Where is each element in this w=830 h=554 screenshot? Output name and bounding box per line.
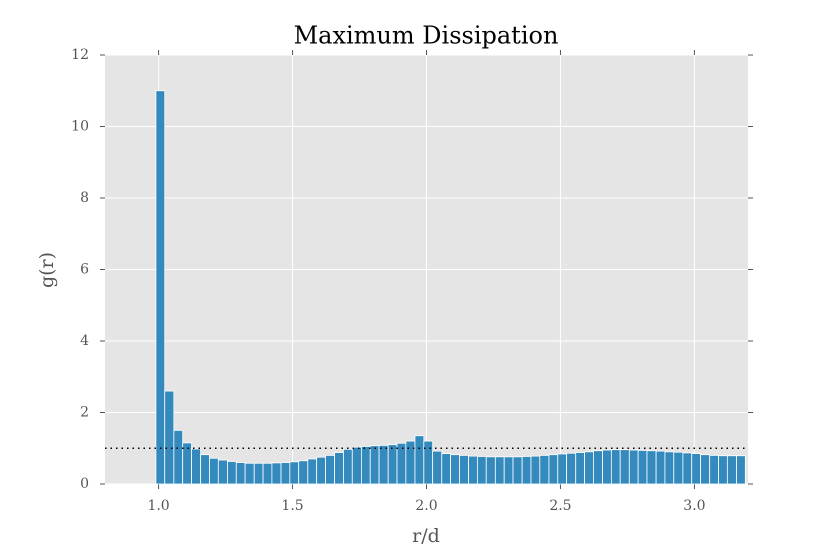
bar xyxy=(548,454,559,485)
bar xyxy=(217,459,228,485)
bar xyxy=(736,455,746,485)
bar xyxy=(468,455,478,485)
bar xyxy=(316,456,326,485)
bar xyxy=(155,90,166,485)
bar xyxy=(200,454,210,485)
bar xyxy=(628,449,639,485)
bar xyxy=(700,454,711,485)
bar xyxy=(726,455,737,485)
bar xyxy=(637,449,648,485)
y-tick-label: 8 xyxy=(80,190,89,206)
bar xyxy=(718,455,728,485)
bar xyxy=(227,461,237,485)
y-tick-label: 6 xyxy=(80,262,89,278)
bar xyxy=(530,455,541,485)
bar xyxy=(387,444,398,485)
bar xyxy=(182,442,192,485)
bar xyxy=(289,461,300,485)
y-tick-label: 4 xyxy=(80,333,89,349)
y-tick-label: 0 xyxy=(80,476,89,492)
bar xyxy=(280,462,291,485)
bar xyxy=(360,446,371,485)
x-tick-label: 2.5 xyxy=(549,498,571,514)
bar xyxy=(307,458,318,485)
bar xyxy=(646,450,657,485)
chart-title: Maximum Dissipation xyxy=(294,22,559,50)
bar xyxy=(351,446,362,485)
x-tick-label: 3.0 xyxy=(683,498,705,514)
bar xyxy=(325,454,336,485)
bar xyxy=(253,462,264,485)
bar xyxy=(521,456,532,485)
bar xyxy=(539,454,550,485)
x-axis-label: r/d xyxy=(412,525,440,547)
y-axis-label: g(r) xyxy=(36,252,58,288)
bar xyxy=(262,462,273,485)
bar xyxy=(369,445,380,485)
bar xyxy=(334,452,344,485)
y-tick-label: 12 xyxy=(71,47,89,63)
bar xyxy=(485,456,496,485)
bar xyxy=(575,452,585,485)
bar xyxy=(584,451,594,485)
bar xyxy=(432,450,443,485)
bar xyxy=(494,456,505,485)
bar xyxy=(298,460,309,485)
bar xyxy=(566,452,577,485)
bar xyxy=(414,435,425,485)
bar xyxy=(173,429,184,485)
bar xyxy=(709,454,719,485)
x-tick-label: 1.5 xyxy=(281,498,303,514)
x-tick-label: 1.0 xyxy=(147,498,169,514)
bar xyxy=(503,456,514,485)
x-tick-label: 2.0 xyxy=(415,498,437,514)
bar xyxy=(682,452,693,485)
bar xyxy=(459,454,469,485)
bar xyxy=(441,453,452,485)
bar xyxy=(450,454,460,485)
y-tick-label: 2 xyxy=(80,405,89,421)
bar xyxy=(655,450,666,485)
bar xyxy=(378,444,389,485)
bar xyxy=(619,449,630,485)
bar xyxy=(164,390,175,485)
bar xyxy=(396,442,407,485)
y-tick-label: 10 xyxy=(71,119,89,135)
bar xyxy=(477,456,487,485)
bar xyxy=(610,449,621,485)
bar xyxy=(343,448,353,485)
bar xyxy=(593,450,603,485)
bar xyxy=(244,462,255,485)
bar xyxy=(271,462,282,485)
bar xyxy=(664,451,675,485)
bar xyxy=(512,456,523,485)
bar xyxy=(602,449,612,485)
bar xyxy=(557,453,568,485)
bar xyxy=(191,448,202,485)
bar xyxy=(209,457,219,485)
bar xyxy=(673,451,684,485)
bar xyxy=(235,462,246,485)
bar xyxy=(691,453,701,485)
